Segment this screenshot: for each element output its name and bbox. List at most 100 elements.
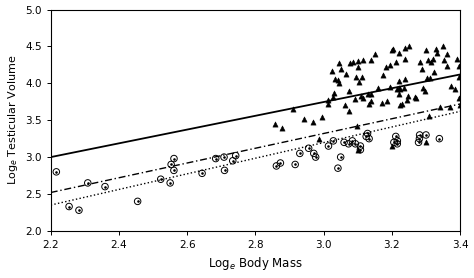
Point (396, 103, 404, 107)
Point (292, 162, 299, 167)
Point (348, 139, 356, 143)
Point (393, 139, 401, 143)
Point (378, 101, 386, 105)
Point (382, 65, 390, 70)
Point (334, 166, 342, 170)
Point (300, 116, 308, 121)
Point (456, 63, 463, 68)
Point (198, 171, 206, 175)
Point (413, 96, 420, 100)
Point (367, 99, 375, 103)
Point (363, 134, 370, 139)
Point (427, 59, 435, 64)
Point (401, 77, 409, 81)
Point (157, 177, 164, 182)
Point (273, 164, 280, 168)
Point (393, 142, 401, 146)
Point (328, 69, 336, 73)
Point (364, 131, 371, 136)
Point (383, 98, 391, 103)
Point (392, 134, 400, 139)
Point (374, 86, 382, 90)
Point (436, 136, 443, 141)
Point (393, 139, 401, 143)
Point (315, 136, 323, 141)
Point (365, 136, 373, 141)
Point (309, 120, 317, 125)
Point (356, 148, 364, 152)
Point (75, 208, 83, 212)
Point (354, 59, 362, 63)
Point (296, 151, 304, 156)
Point (365, 91, 372, 96)
Point (277, 161, 284, 165)
Point (134, 199, 141, 203)
Point (340, 140, 348, 145)
Point (371, 52, 379, 56)
Point (367, 92, 374, 96)
Point (325, 144, 332, 148)
Point (345, 142, 352, 146)
Point (395, 79, 403, 83)
Point (358, 94, 365, 99)
Point (170, 156, 178, 161)
Point (349, 59, 357, 64)
Point (433, 51, 441, 55)
Point (415, 140, 422, 145)
Point (334, 166, 342, 170)
Point (416, 60, 424, 65)
Point (419, 67, 426, 71)
Point (359, 96, 367, 100)
Point (379, 73, 386, 77)
Point (273, 164, 280, 168)
Point (390, 46, 397, 51)
Point (84, 181, 91, 185)
Point (416, 133, 423, 137)
Point (426, 76, 433, 80)
Point (53, 170, 60, 174)
Point (439, 44, 447, 49)
Point (170, 156, 178, 161)
Point (305, 146, 312, 150)
Point (324, 102, 332, 106)
Point (346, 61, 354, 65)
Point (363, 134, 370, 139)
Point (53, 170, 60, 174)
Point (356, 148, 364, 152)
Point (65, 204, 73, 209)
Point (343, 72, 350, 77)
Point (337, 66, 345, 71)
Point (212, 156, 219, 161)
Point (229, 158, 237, 163)
Point (352, 75, 360, 79)
Point (393, 142, 401, 146)
Point (360, 58, 367, 63)
Point (365, 136, 373, 141)
Point (329, 139, 337, 143)
Point (356, 80, 363, 84)
Point (416, 136, 423, 141)
Point (405, 44, 413, 49)
Point (401, 57, 409, 62)
Point (329, 95, 337, 99)
Point (395, 86, 402, 90)
Point (401, 85, 408, 90)
Point (396, 91, 403, 96)
Point (292, 162, 299, 167)
Point (331, 77, 339, 81)
Point (345, 109, 352, 113)
Point (390, 140, 398, 145)
Point (334, 78, 341, 82)
Point (411, 95, 419, 99)
Point (101, 184, 109, 189)
Point (277, 161, 284, 165)
Point (351, 97, 359, 101)
Point (310, 151, 318, 156)
Point (345, 89, 353, 93)
Point (232, 153, 239, 158)
Point (453, 57, 461, 61)
Point (396, 87, 403, 91)
Point (330, 91, 338, 95)
Point (393, 86, 401, 91)
Point (422, 133, 430, 137)
